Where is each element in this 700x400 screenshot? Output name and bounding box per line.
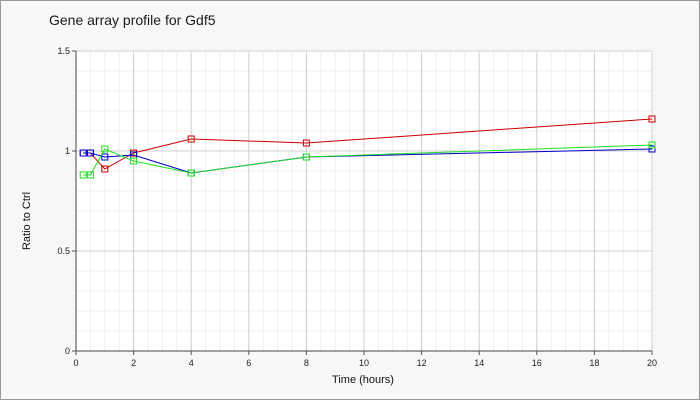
x-tick-label: 20 (647, 358, 657, 368)
x-tick-label: 2 (131, 358, 136, 368)
x-tick-label: 12 (417, 358, 427, 368)
y-tick-label: 0 (65, 346, 70, 356)
series-2-point (648, 145, 656, 153)
chart-title: Gene array profile for Gdf5 (49, 12, 216, 28)
series-3-point (648, 141, 656, 149)
series-3-point (130, 157, 138, 165)
series-1-point (302, 139, 310, 147)
x-tick-label: 10 (359, 358, 369, 368)
x-tick-label: 8 (304, 358, 309, 368)
series-1-point (101, 165, 109, 173)
series-1-point (187, 135, 195, 143)
series-3-point (86, 171, 94, 179)
x-tick-label: 14 (474, 358, 484, 368)
x-tick-label: 4 (189, 358, 194, 368)
y-tick-label: 0.5 (57, 246, 70, 256)
series-2-point (86, 149, 94, 157)
series-3-point (101, 145, 109, 153)
x-tick-label: 16 (532, 358, 542, 368)
x-tick-label: 0 (73, 358, 78, 368)
x-tick-label: 18 (589, 358, 599, 368)
series-2-point (79, 149, 87, 157)
series-3-point (187, 169, 195, 177)
series-1-point (648, 115, 656, 123)
series-3-point (79, 171, 87, 179)
y-tick-label: 1 (65, 146, 70, 156)
series-3-point (302, 153, 310, 161)
x-tick-label: 6 (246, 358, 251, 368)
x-axis-label: Time (hours) (332, 374, 394, 386)
y-tick-label: 1.5 (57, 46, 70, 56)
series-2-point (101, 153, 109, 161)
series-3-line (83, 144, 653, 176)
